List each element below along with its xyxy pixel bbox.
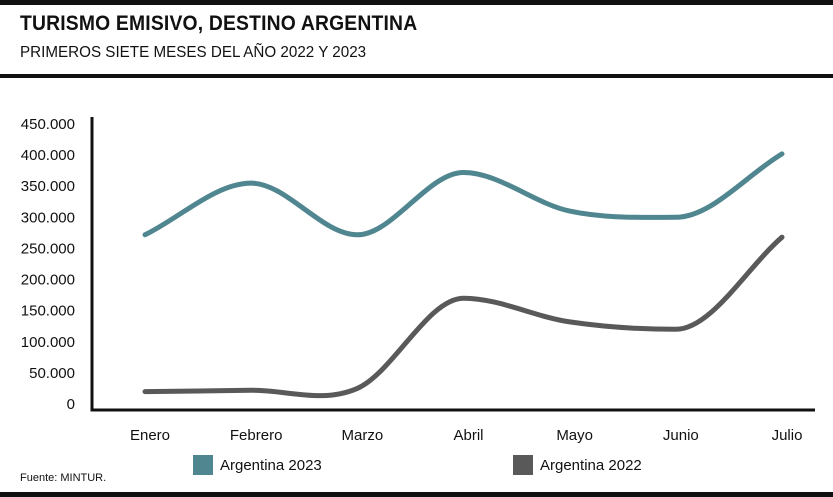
y-tick-label: 400.000 bbox=[21, 147, 75, 164]
legend-item-2023: Argentina 2023 bbox=[193, 455, 322, 475]
y-tick-label: 0 bbox=[67, 396, 75, 413]
y-tick-label: 250.000 bbox=[21, 240, 75, 257]
header-rule bbox=[0, 74, 833, 78]
series-line-argentina-2023 bbox=[142, 151, 785, 238]
y-tick-label: 50.000 bbox=[29, 365, 75, 382]
x-tick-label: Mayo bbox=[556, 427, 593, 444]
y-tick-label: 100.000 bbox=[21, 334, 75, 351]
x-axis-ticks: Enero Febrero Marzo Abril Mayo Junio Julio bbox=[130, 427, 802, 444]
x-tick-label: Febrero bbox=[230, 427, 283, 444]
source-note: Fuente: MINTUR. bbox=[20, 472, 107, 484]
bottom-bar bbox=[0, 492, 833, 497]
chart-title: TURISMO EMISIVO, DESTINO ARGENTINA bbox=[20, 12, 418, 35]
series-lines bbox=[142, 151, 785, 399]
legend-item-2022: Argentina 2022 bbox=[513, 455, 642, 475]
x-tick-label: Marzo bbox=[341, 427, 383, 444]
chart-subtitle: PRIMEROS SIETE MESES DEL AÑO 2022 Y 2023 bbox=[20, 44, 367, 61]
legend-swatch-2022 bbox=[513, 455, 533, 475]
y-tick-label: 150.000 bbox=[21, 303, 75, 320]
y-tick-label: 300.000 bbox=[21, 209, 75, 226]
x-tick-label: Junio bbox=[663, 427, 699, 444]
legend-swatch-2023 bbox=[193, 455, 213, 475]
x-tick-label: Julio bbox=[772, 427, 803, 444]
x-tick-label: Enero bbox=[130, 427, 170, 444]
y-tick-label: 350.000 bbox=[21, 178, 75, 195]
series-line-argentina-2022 bbox=[142, 234, 785, 399]
legend-label-2022: Argentina 2022 bbox=[540, 456, 642, 474]
y-tick-label: 200.000 bbox=[21, 272, 75, 289]
x-tick-label: Abril bbox=[453, 427, 483, 444]
y-axis-ticks: 0 50.000 100.000 150.000 200.000 250.000 300.0… bbox=[21, 116, 75, 413]
y-tick-label: 450.000 bbox=[21, 116, 75, 133]
top-bar bbox=[0, 0, 833, 5]
legend-label-2023: Argentina 2023 bbox=[220, 456, 322, 474]
